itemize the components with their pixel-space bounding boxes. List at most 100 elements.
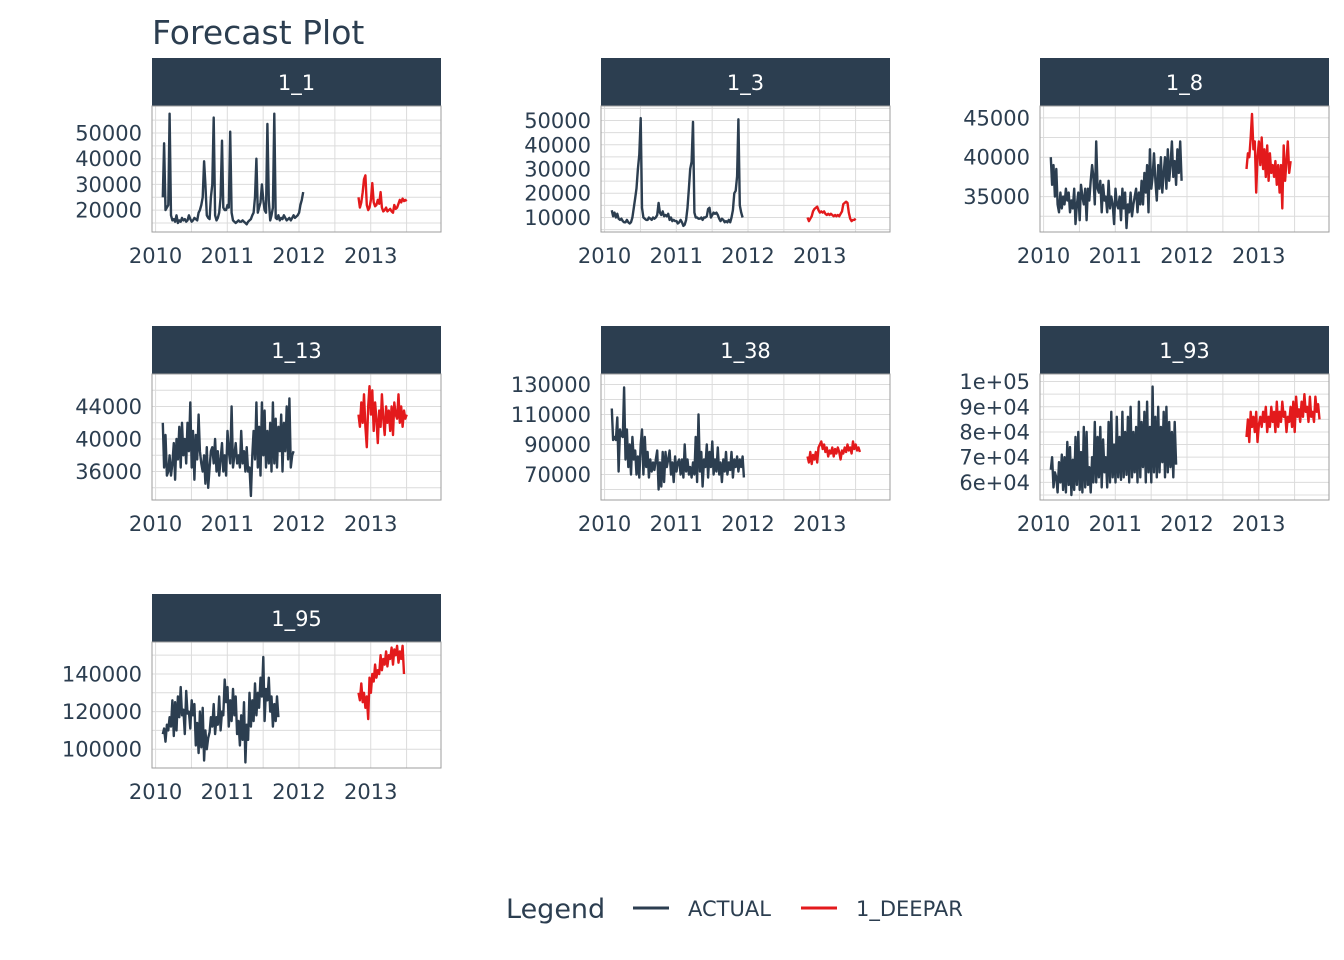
y-tick-label: 30000 bbox=[524, 158, 591, 182]
y-tick-label: 20000 bbox=[524, 182, 591, 206]
y-tick-label: 35000 bbox=[963, 185, 1030, 209]
x-tick-label: 2010 bbox=[1017, 244, 1070, 268]
y-tick-label: 100000 bbox=[62, 738, 142, 762]
x-tick-label: 2010 bbox=[1017, 512, 1070, 536]
y-tick-label: 140000 bbox=[62, 662, 142, 686]
y-tick-label: 45000 bbox=[963, 106, 1030, 130]
series-line-forecast bbox=[1245, 393, 1321, 444]
panel-strip bbox=[152, 58, 441, 106]
panel-1_8: 1_8 35000 40000 45000 2010 2011 2012 2013 bbox=[963, 58, 1330, 268]
panel-1_38: 1_38 70000 90000 110000 130000 2010 2011 2012 20… bbox=[511, 326, 891, 536]
series-line-actual bbox=[161, 397, 295, 498]
legend: Legend ACTUAL 1_DEEPAR bbox=[506, 894, 963, 925]
series-line-forecast bbox=[806, 200, 857, 223]
x-tick-label: 2013 bbox=[344, 244, 397, 268]
series-line-actual bbox=[1049, 385, 1178, 497]
panel-border bbox=[151, 105, 442, 233]
x-tick-label: 2011 bbox=[650, 244, 703, 268]
x-tick-label: 2012 bbox=[272, 512, 325, 536]
series-line-forecast bbox=[357, 385, 408, 449]
y-tick-label: 20000 bbox=[75, 199, 142, 223]
x-tick-label: 2013 bbox=[1232, 512, 1285, 536]
panel-border bbox=[1039, 105, 1330, 233]
panel-1_13: 1_13 36000 40000 44000 2010 2011 2012 2013 bbox=[75, 326, 442, 536]
panel-strip bbox=[1040, 58, 1329, 106]
x-tick-label: 2011 bbox=[1089, 512, 1142, 536]
x-tick-label: 2012 bbox=[1160, 512, 1213, 536]
y-tick-label: 50000 bbox=[524, 109, 591, 133]
y-tick-label: 50000 bbox=[75, 122, 142, 146]
series-line-actual bbox=[610, 116, 744, 228]
x-tick-label: 2011 bbox=[650, 512, 703, 536]
panel-strip bbox=[1040, 326, 1329, 374]
y-tick-label: 40000 bbox=[75, 428, 142, 452]
panel-strip-label: 1_8 bbox=[1166, 71, 1203, 96]
chart-title: Forecast Plot bbox=[152, 13, 364, 52]
panel-border bbox=[600, 105, 891, 233]
legend-label-actual: ACTUAL bbox=[688, 897, 771, 921]
y-tick-label: 70000 bbox=[524, 463, 591, 487]
x-tick-label: 2010 bbox=[129, 244, 182, 268]
legend-title: Legend bbox=[506, 894, 605, 925]
panel-strip-label: 1_1 bbox=[278, 71, 315, 96]
x-tick-label: 2012 bbox=[1160, 244, 1213, 268]
y-tick-label: 40000 bbox=[963, 146, 1030, 170]
y-tick-label: 110000 bbox=[511, 403, 591, 427]
x-tick-label: 2013 bbox=[793, 244, 846, 268]
series-line-forecast bbox=[357, 644, 406, 721]
y-tick-label: 90000 bbox=[524, 433, 591, 457]
x-tick-label: 2010 bbox=[578, 512, 631, 536]
panel-border bbox=[600, 373, 891, 501]
y-tick-label: 9e+04 bbox=[959, 395, 1030, 419]
x-tick-label: 2012 bbox=[721, 244, 774, 268]
x-tick-label: 2010 bbox=[129, 780, 182, 804]
x-tick-label: 2012 bbox=[721, 512, 774, 536]
panel-strip bbox=[601, 58, 890, 106]
panel-strip-label: 1_13 bbox=[271, 339, 322, 364]
series-line-actual bbox=[1049, 140, 1183, 230]
y-tick-label: 130000 bbox=[511, 373, 591, 397]
series-line-actual bbox=[610, 386, 746, 491]
x-tick-label: 2013 bbox=[1232, 244, 1285, 268]
y-tick-label: 7e+04 bbox=[959, 446, 1030, 470]
series-line-forecast bbox=[357, 174, 408, 214]
y-tick-label: 120000 bbox=[62, 700, 142, 724]
panel-border bbox=[1039, 373, 1330, 501]
x-tick-label: 2011 bbox=[201, 780, 254, 804]
panel-border bbox=[151, 373, 442, 501]
x-tick-label: 2013 bbox=[344, 512, 397, 536]
y-tick-label: 40000 bbox=[75, 147, 142, 171]
x-tick-label: 2011 bbox=[1089, 244, 1142, 268]
panel-strip bbox=[152, 326, 441, 374]
legend-label-forecast: 1_DEEPAR bbox=[856, 897, 963, 922]
x-tick-label: 2010 bbox=[578, 244, 631, 268]
y-tick-label: 44000 bbox=[75, 395, 142, 419]
x-tick-label: 2012 bbox=[272, 244, 325, 268]
x-tick-label: 2011 bbox=[201, 512, 254, 536]
panel-strip bbox=[601, 326, 890, 374]
panel-strip bbox=[152, 594, 441, 642]
panel-strip-label: 1_38 bbox=[720, 339, 771, 364]
y-tick-label: 10000 bbox=[524, 206, 591, 230]
panel-strip-label: 1_3 bbox=[727, 71, 764, 96]
x-tick-label: 2012 bbox=[272, 780, 325, 804]
panel-border bbox=[151, 641, 442, 769]
series-line-actual bbox=[161, 112, 305, 226]
x-tick-label: 2010 bbox=[129, 512, 182, 536]
y-tick-label: 1e+05 bbox=[959, 370, 1030, 394]
x-tick-label: 2013 bbox=[793, 512, 846, 536]
panel-strip-label: 1_95 bbox=[271, 607, 322, 632]
panel-strip-label: 1_93 bbox=[1159, 339, 1210, 364]
series-line-actual bbox=[161, 655, 280, 764]
series-line-forecast bbox=[806, 440, 862, 466]
y-tick-label: 8e+04 bbox=[959, 420, 1030, 444]
x-tick-label: 2013 bbox=[344, 780, 397, 804]
y-tick-label: 36000 bbox=[75, 460, 142, 484]
y-tick-label: 30000 bbox=[75, 173, 142, 197]
y-tick-label: 40000 bbox=[524, 133, 591, 157]
